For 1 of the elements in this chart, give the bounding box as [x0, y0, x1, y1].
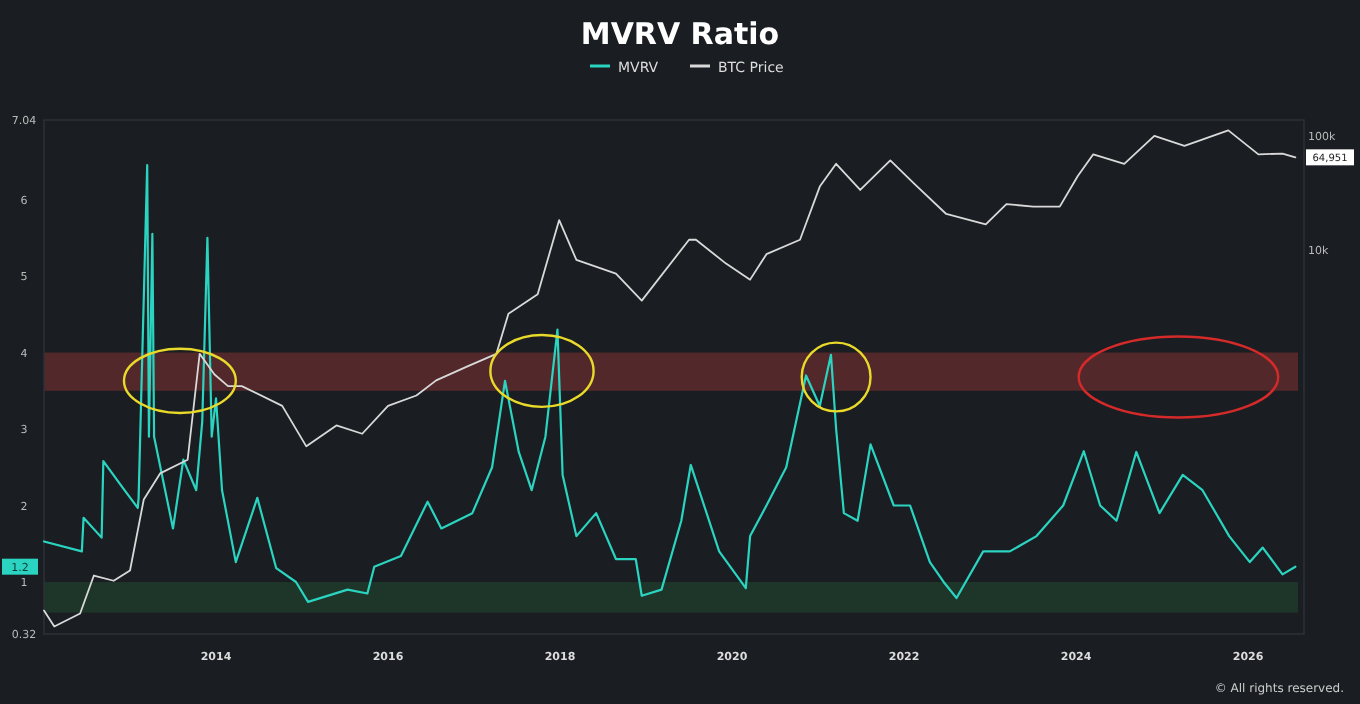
chart-title: MVRV Ratio [580, 16, 780, 52]
